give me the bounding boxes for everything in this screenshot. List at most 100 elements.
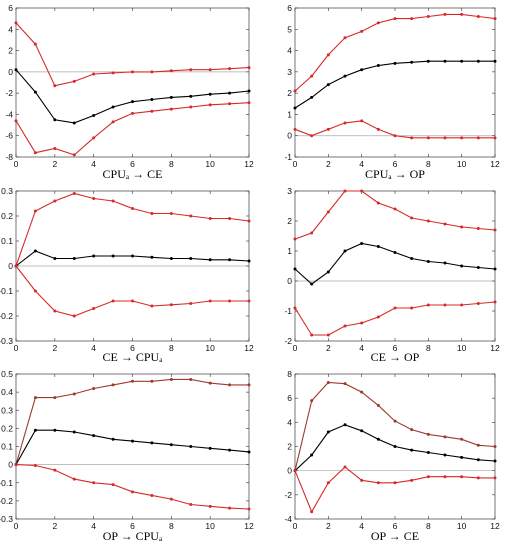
y-tick-label: -0.1 <box>0 286 13 296</box>
series-point-mean <box>72 430 76 434</box>
series-point-lower <box>476 302 480 305</box>
series-point-upper <box>33 42 37 46</box>
series-point-mean <box>476 458 480 462</box>
series-point-mean <box>310 282 314 286</box>
y-tick-label: 5 <box>287 24 292 34</box>
y-tick-label: -2 <box>5 88 13 98</box>
series-point-lower <box>33 464 37 468</box>
series-point-lower <box>343 324 347 328</box>
series-point-lower <box>150 109 154 113</box>
series-point-lower <box>393 134 397 138</box>
series-point-lower <box>169 497 173 501</box>
series-point-upper <box>493 17 497 21</box>
y-tick-label: -0.1 <box>0 478 13 488</box>
series-point-upper <box>169 377 173 381</box>
y-tick-label: 1 <box>287 109 292 119</box>
series-point-lower <box>360 321 364 325</box>
series-point-mean <box>150 441 154 445</box>
series-point-upper <box>443 222 447 226</box>
series-point-lower <box>293 469 297 473</box>
series-point-upper <box>189 68 193 72</box>
series-point-mean <box>293 106 297 110</box>
series-point-upper <box>426 219 430 223</box>
x-tick-label: 12 <box>244 521 254 531</box>
y-tick-label: -8 <box>5 152 13 162</box>
series-point-upper <box>310 231 314 235</box>
series-point-lower <box>493 476 497 480</box>
y-tick-label: 4 <box>287 46 292 56</box>
series-point-lower <box>228 506 232 510</box>
series-point-upper <box>410 216 414 220</box>
y-tick-label: 8 <box>287 369 292 379</box>
panel-caption: OP → CPUₐ <box>103 529 163 543</box>
series-point-mean <box>376 437 380 441</box>
panel-caption: CPUₐ → CE <box>103 167 163 181</box>
series-point-upper <box>92 387 96 390</box>
series-point-lower <box>33 151 37 155</box>
chart-panel-1: -8 -6 -4 -2 0 2 4 6 0 2 4 6 8 10 12 CPUₐ → CE <box>5 3 254 181</box>
y-tick-label: 3 <box>287 67 292 77</box>
series-point-mean <box>460 264 464 268</box>
series-point-mean <box>131 100 134 104</box>
x-tick-label: 0 <box>14 343 19 353</box>
series-point-upper <box>360 390 364 394</box>
series-point-lower <box>410 136 414 140</box>
y-tick-label: 2 <box>287 216 292 226</box>
series-point-mean <box>376 63 380 67</box>
series-point-mean <box>360 68 364 72</box>
x-tick-label: 10 <box>457 159 467 169</box>
x-tick-label: 12 <box>490 521 500 531</box>
series-point-mean <box>247 450 251 454</box>
series-point-upper <box>310 399 314 403</box>
series-point-upper <box>493 228 497 232</box>
series-point-lower <box>14 264 18 268</box>
series-point-upper <box>410 17 414 21</box>
x-tick-label: 6 <box>130 521 135 531</box>
series-point-lower <box>92 307 96 310</box>
series-point-lower <box>33 289 37 293</box>
series-point-lower <box>208 504 212 508</box>
series-point-lower <box>92 136 96 140</box>
series-point-mean <box>14 68 18 72</box>
y-tick-label: 0 <box>287 466 292 476</box>
series-point-upper <box>376 21 380 25</box>
x-tick-label: 12 <box>490 343 500 353</box>
chart-panel-6: -4 -2 0 2 4 6 8 0 2 4 6 8 10 12 OP → CE <box>284 369 500 543</box>
series-point-lower <box>310 333 314 337</box>
y-tick-label: 0.2 <box>1 211 13 221</box>
y-tick-label: 0.5 <box>1 369 13 379</box>
series-point-upper <box>169 212 173 215</box>
series-point-mean <box>310 453 314 457</box>
series-point-upper <box>150 212 154 215</box>
x-tick-label: 2 <box>52 159 57 169</box>
series-point-upper <box>443 12 447 16</box>
series-point-upper <box>247 66 251 70</box>
series-point-upper <box>360 189 364 193</box>
series-point-lower <box>111 483 115 487</box>
series-point-lower <box>393 306 397 310</box>
series-point-mean <box>53 257 57 260</box>
series-point-mean <box>343 249 347 253</box>
panel-caption: CE → OP <box>371 350 420 364</box>
series-point-mean <box>460 455 464 459</box>
x-tick-label: 2 <box>326 343 331 353</box>
x-tick-label: 8 <box>169 159 174 169</box>
series-point-upper <box>476 15 480 19</box>
series-point-upper <box>293 89 297 93</box>
series-point-mean <box>247 259 251 263</box>
series-point-upper <box>393 17 397 21</box>
series-point-lower <box>310 510 314 514</box>
series-point-upper <box>208 68 212 72</box>
series-point-upper <box>410 428 414 432</box>
series-point-mean <box>493 59 497 63</box>
series-point-upper <box>131 207 134 210</box>
series-point-lower <box>343 121 347 125</box>
x-tick-label: 2 <box>52 521 57 531</box>
series-point-mean <box>169 257 173 260</box>
x-tick-label: 0 <box>293 521 298 531</box>
series-point-upper <box>426 15 430 19</box>
y-tick-label: 0 <box>287 131 292 141</box>
series-point-mean <box>443 453 447 457</box>
series-point-upper <box>343 382 347 386</box>
